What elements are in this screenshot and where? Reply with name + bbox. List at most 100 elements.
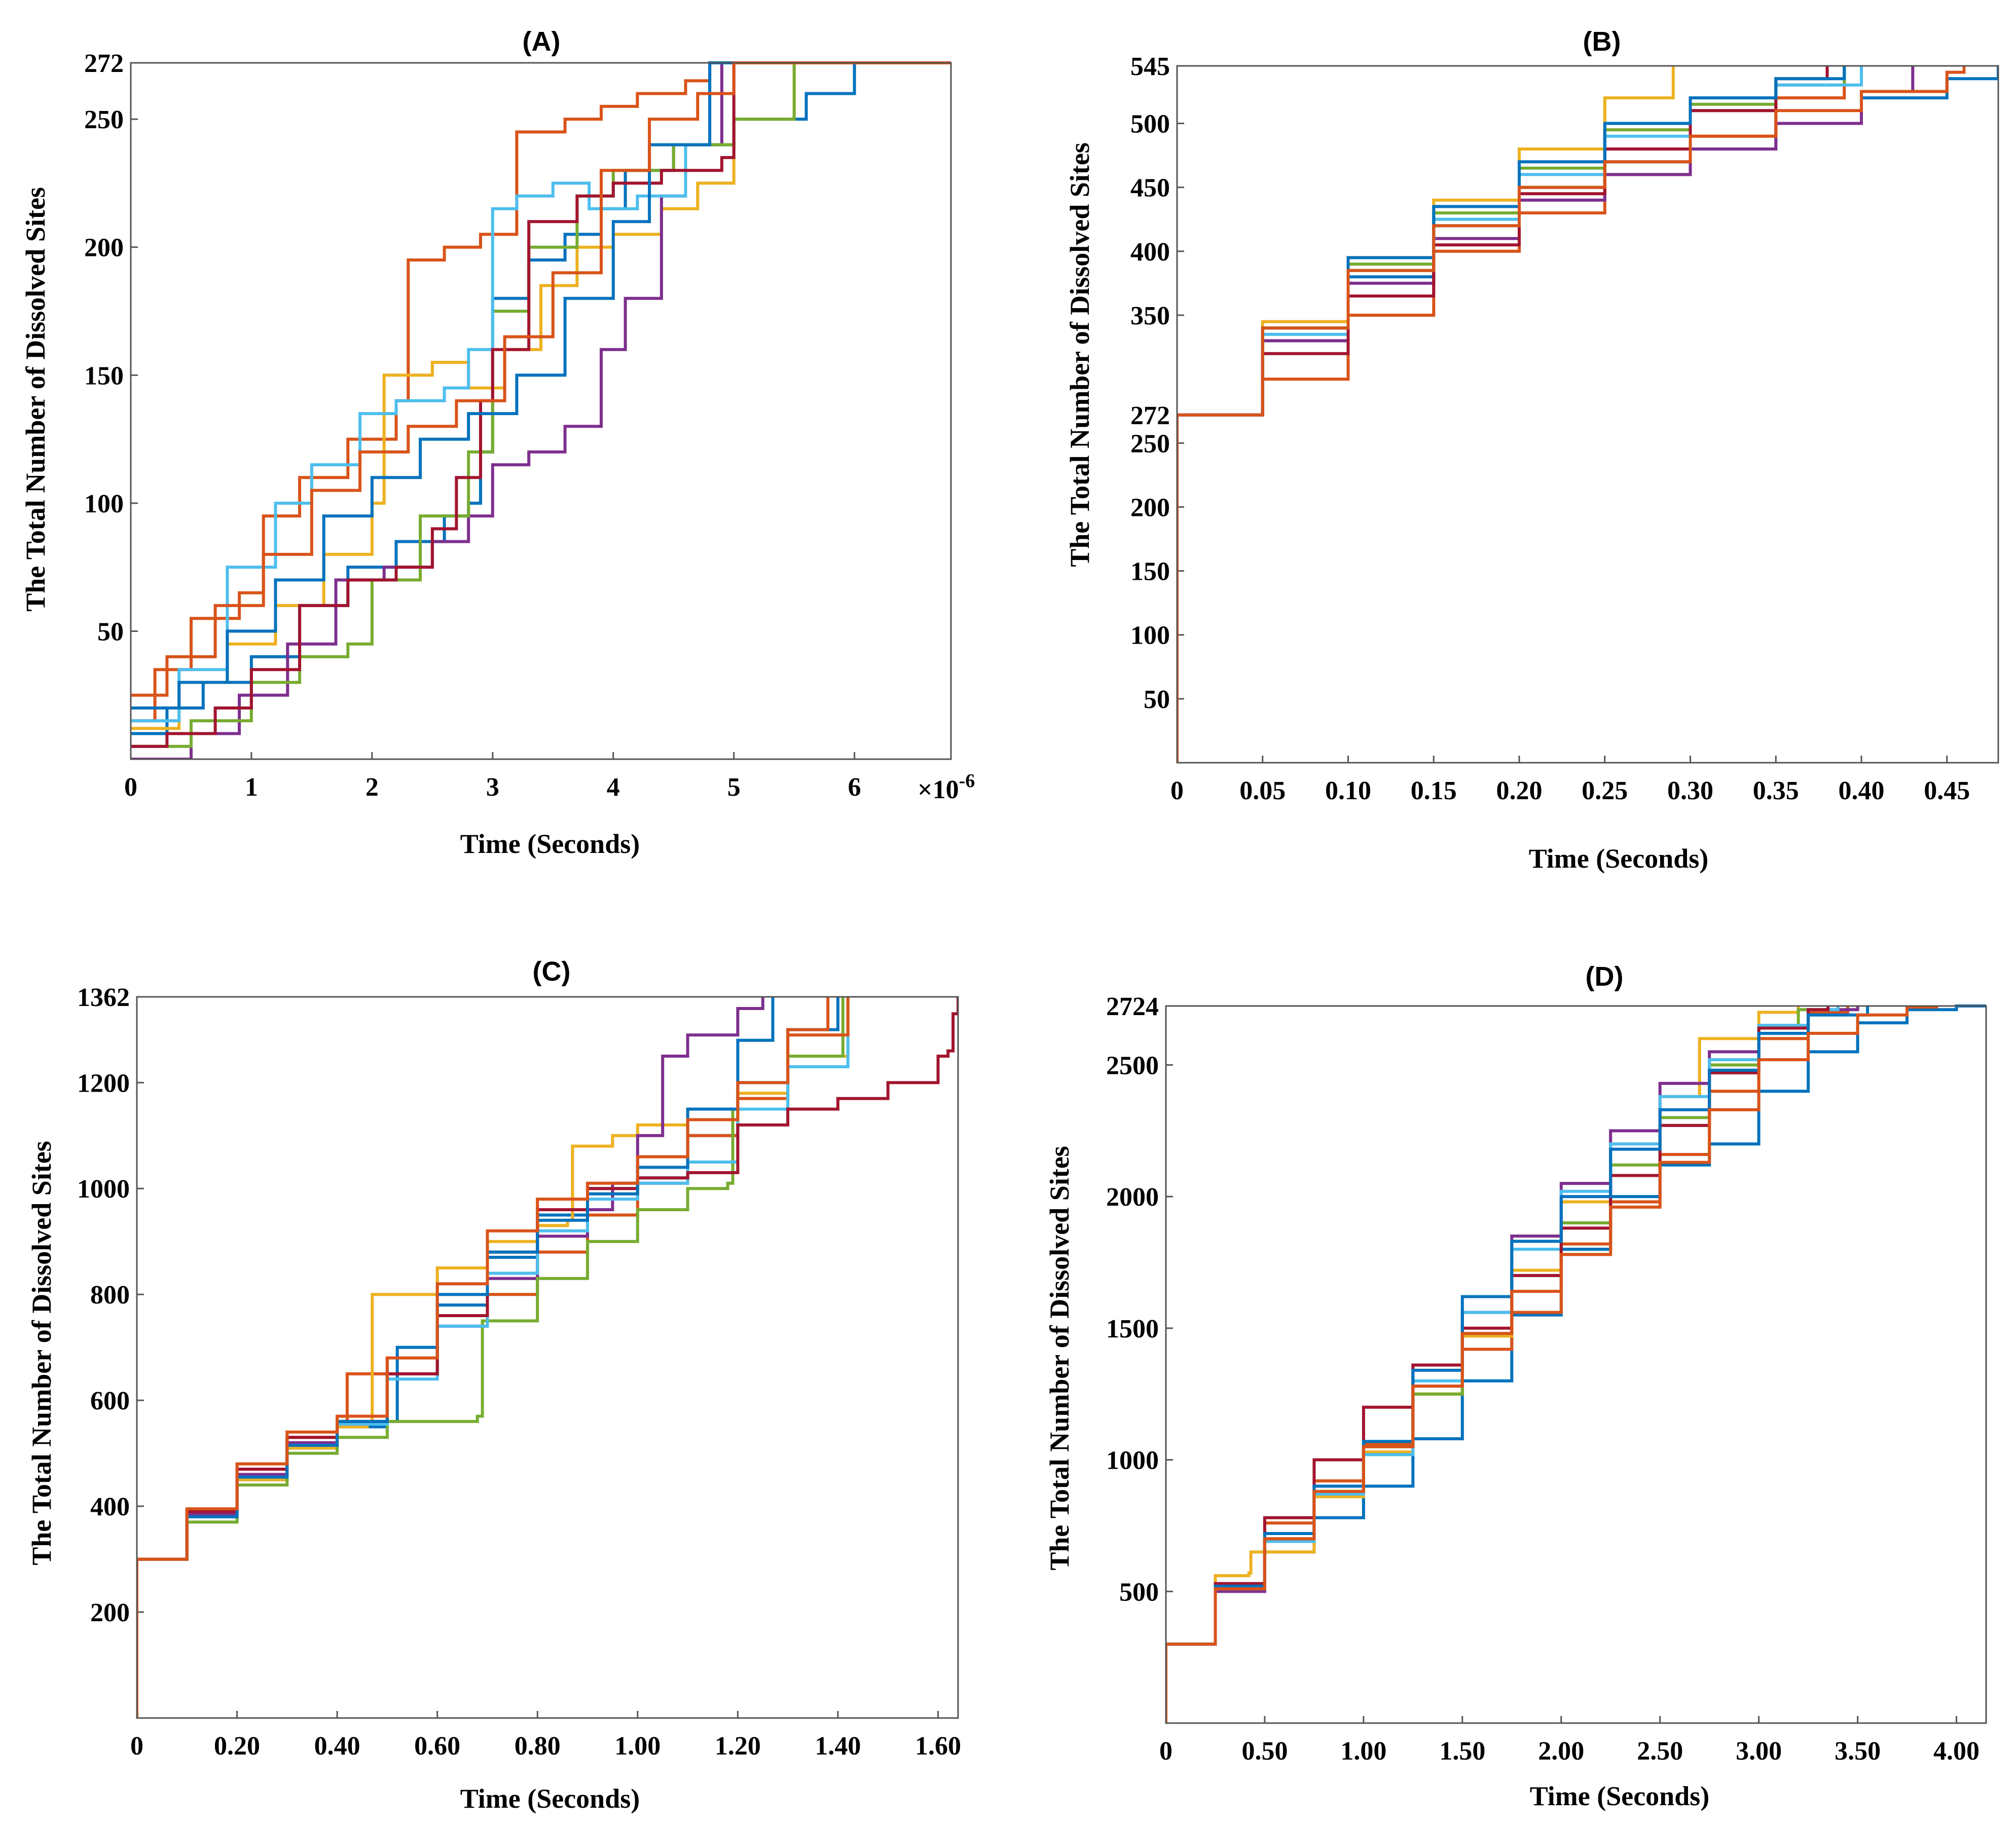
- panel-a-y-tick-label: 50: [97, 617, 124, 646]
- panel-c: (C) 200 400 600 800 1000 1200 1362 0 0.20 0.40 0.…: [26, 956, 961, 1814]
- panel-c-axes-frame: [136, 996, 959, 1719]
- panel-b-x-tick-label: 0.45: [1924, 776, 1970, 805]
- panel-a-x-multiplier: ×10-6: [918, 770, 975, 804]
- panel-c-y-tick-label: 600: [90, 1387, 130, 1415]
- panel-b-x-tick-label: 0.25: [1582, 776, 1628, 805]
- panel-c-x-tick-label: 0.80: [515, 1732, 561, 1761]
- panel-a-x-tick-label: 1: [245, 773, 258, 802]
- panel-c-y-tick-label: 800: [90, 1281, 130, 1310]
- panel-a-y-tick-label: 100: [84, 490, 124, 518]
- panel-b-series-line-4: [1177, 66, 1915, 763]
- panel-a-x-tick-labels: 0 1 2 3 4 5 6: [124, 752, 861, 802]
- panel-d-y-tick-label: 2724: [1106, 992, 1159, 1021]
- panel-b-x-tick-label: 0.30: [1667, 776, 1713, 805]
- panel-c-x-tick-labels: 0 0.20 0.40 0.60 0.80 1.00 1.20 1.40 1.60: [130, 1711, 961, 1761]
- panel-a-y-tick-label: 150: [84, 361, 124, 390]
- panel-a-y-axis-label: The Total Number of Dissolved Sites: [20, 187, 51, 612]
- panel-b-y-tick-label: 272: [1130, 401, 1170, 430]
- panel-a-axes-frame: [130, 62, 952, 760]
- panel-b-y-tick-label: 250: [1130, 429, 1170, 458]
- panel-c-series-line-4: [137, 997, 764, 1718]
- panel-c-series-line-9: [137, 997, 850, 1718]
- panel-d-y-tick-label: 1500: [1106, 1315, 1159, 1343]
- panel-c-x-tick-label: 1.60: [915, 1732, 961, 1761]
- panel-b-y-tick-label: 450: [1130, 174, 1170, 203]
- panel-c-x-tick-label: 0: [130, 1732, 143, 1761]
- panel-d-y-tick-labels: 500 1000 1500 2000 2500 2724: [1106, 992, 1173, 1607]
- panel-a-series-line-7: [131, 61, 951, 748]
- panel-d-x-tick-label: 0: [1159, 1737, 1172, 1766]
- panel-b-y-tick-label: 50: [1144, 685, 1170, 714]
- panel-c-x-tick-label: 0.60: [414, 1732, 460, 1761]
- panel-a-x-tick-label: 0: [124, 773, 137, 802]
- panel-b-y-tick-label: 400: [1130, 238, 1170, 267]
- panel-c-x-tick-label: 0.40: [314, 1732, 360, 1761]
- panel-b-x-tick-label: 0: [1170, 776, 1184, 805]
- panel-a-title: (A): [523, 26, 561, 57]
- panel-a-series-line-4: [131, 61, 951, 759]
- panel-c-x-tick-label: 0.20: [214, 1732, 260, 1761]
- panel-d-title: (D): [1586, 961, 1624, 992]
- panel-c-y-axis-label: The Total Number of Dissolved Sites: [26, 1141, 57, 1565]
- panel-c-x-tick-label: 1.40: [815, 1732, 861, 1761]
- panel-d-x-tick-label: 1.50: [1439, 1737, 1485, 1766]
- panel-b-x-axis-label: Time (Seconds): [1529, 843, 1709, 874]
- panel-b-series-line-9: [1177, 66, 1966, 763]
- panel-d-axes-frame: [1165, 1005, 1987, 1724]
- panel-c-y-tick-label: 1000: [77, 1175, 130, 1204]
- panel-d-series: [1166, 1004, 1986, 1723]
- panel-d-series-line-9: [1166, 1005, 1938, 1723]
- panel-a-y-tick-label: 200: [84, 234, 124, 263]
- panel-c-series-line-5: [137, 997, 845, 1718]
- panel-c-title: (C): [533, 956, 571, 987]
- panel-d-x-tick-label: 2.50: [1637, 1737, 1683, 1766]
- panel-d-x-tick-label: 0.50: [1241, 1737, 1288, 1766]
- panel-a-x-tick-label: 2: [365, 773, 379, 802]
- panel-c-y-tick-label: 1200: [77, 1069, 130, 1098]
- panel-a-x-tick-label: 4: [607, 773, 620, 802]
- panel-c-y-tick-label: 400: [90, 1492, 130, 1521]
- panel-b-y-tick-label: 100: [1130, 621, 1170, 650]
- panel-a: (A) 50 100 150 200 250 272 0 1 2 3 4 5 6 Time (Seco…: [20, 26, 975, 859]
- panel-b-y-tick-label: 545: [1130, 52, 1170, 81]
- panel-b-x-tick-label: 0.10: [1325, 776, 1371, 805]
- panel-d-y-tick-label: 1000: [1106, 1446, 1159, 1475]
- panel-c-y-tick-labels: 200 400 600 800 1000 1200 1362: [77, 983, 144, 1627]
- panel-d-x-tick-label: 3.50: [1835, 1737, 1881, 1766]
- panel-d-y-tick-label: 500: [1119, 1578, 1159, 1607]
- panel-a-x-tick-label: 6: [848, 773, 861, 802]
- panel-b-y-tick-label: 150: [1130, 557, 1170, 586]
- panel-a-y-tick-label: 272: [84, 49, 124, 78]
- panel-b-y-tick-label: 500: [1130, 110, 1170, 139]
- panel-b-x-tick-label: 0.35: [1753, 776, 1799, 805]
- panel-d: (D) 500 1000 1500 2000 2500 2724 0 0.50 1.00 1.5…: [1044, 961, 1987, 1811]
- panel-d-x-tick-label: 2.00: [1538, 1737, 1584, 1766]
- panel-a-series-line-9: [131, 61, 951, 697]
- panel-b-x-tick-label: 0.15: [1411, 776, 1457, 805]
- panel-d-y-tick-label: 2500: [1106, 1051, 1159, 1080]
- panel-d-x-tick-label: 4.00: [1933, 1737, 1980, 1766]
- panel-d-x-tick-label: 3.00: [1736, 1737, 1782, 1766]
- panel-d-y-tick-label: 2000: [1106, 1183, 1159, 1212]
- panel-b-x-tick-label: 0.20: [1496, 776, 1543, 805]
- panel-c-x-tick-label: 1.20: [715, 1732, 761, 1761]
- panel-a-x-axis-label: Time (Seconds): [460, 829, 640, 859]
- panel-c-x-tick-label: 1.00: [614, 1732, 661, 1761]
- panel-b-y-axis-label: The Total Number of Dissolved Sites: [1065, 142, 1095, 567]
- panel-b-x-tick-label: 0.05: [1239, 776, 1286, 805]
- panel-b-y-tick-label: 350: [1130, 302, 1170, 330]
- panel-d-x-tick-labels: 0 0.50 1.00 1.50 2.00 2.50 3.00 3.50 4.00: [1159, 1716, 1980, 1766]
- panel-c-x-axis-label: Time (Seconds): [460, 1783, 640, 1814]
- panel-b-series: [1177, 66, 1998, 763]
- panel-a-series-line-8: [131, 61, 951, 710]
- panel-b-axes-frame: [1176, 65, 1999, 764]
- panel-b-x-tick-labels: 0 0.05 0.10 0.15 0.20 0.25 0.30 0.35 0.40 0.45: [1170, 756, 1970, 805]
- panel-a-x-tick-label: 5: [727, 773, 741, 802]
- panel-c-y-tick-label: 1362: [77, 983, 130, 1012]
- panel-a-y-tick-label: 250: [84, 105, 124, 134]
- panel-b-title: (B): [1583, 26, 1621, 57]
